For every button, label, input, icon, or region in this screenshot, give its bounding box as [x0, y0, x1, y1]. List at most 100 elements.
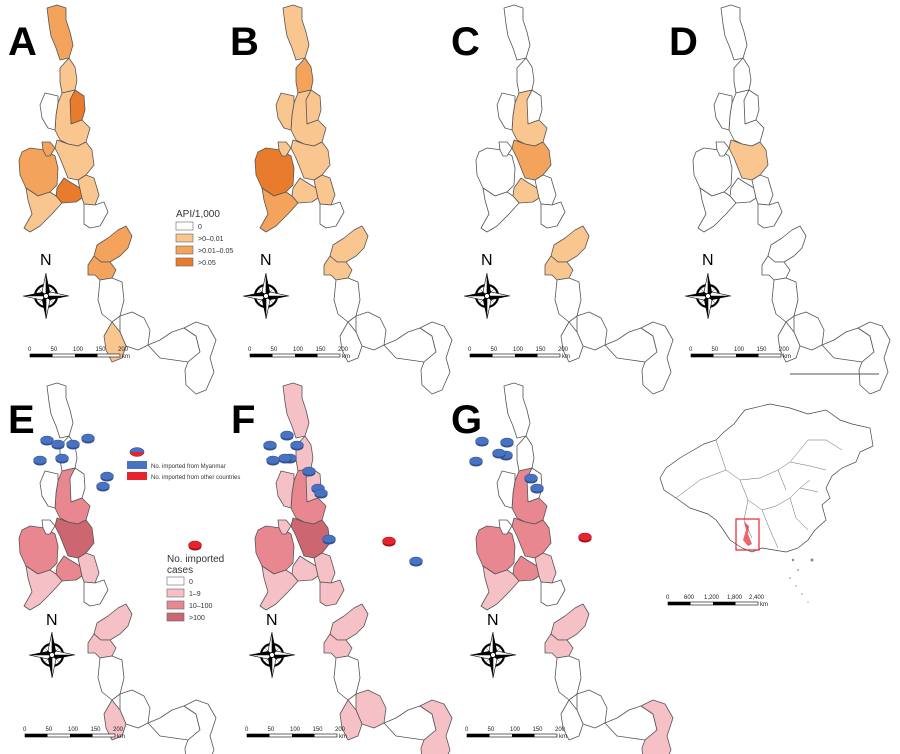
region-7 — [277, 519, 292, 535]
region-5 — [275, 92, 295, 131]
region-1 — [46, 382, 74, 439]
china-scale-unit: km — [760, 602, 768, 608]
myanmar-case-marker — [81, 433, 95, 444]
region-6 — [475, 525, 516, 575]
panel-letter-b: B — [230, 20, 259, 64]
scale-tick: 200 — [335, 727, 346, 733]
region-8 — [728, 139, 769, 181]
region-9 — [512, 555, 540, 582]
imported-legend-label-3: >100 — [189, 615, 205, 622]
myanmar-case-marker — [290, 440, 304, 451]
scale-tick: 100 — [73, 347, 84, 353]
myanmar-case-marker — [51, 439, 65, 450]
scale-tick: 50 — [712, 347, 719, 353]
panel-c-regions — [475, 4, 674, 395]
region-10 — [534, 174, 557, 206]
combined-marker-red-half — [130, 452, 144, 457]
region-13 — [550, 603, 590, 641]
china-scale-tick-1: 600 — [684, 595, 695, 601]
china-province-lines — [675, 439, 843, 549]
compass-rose-icon — [21, 271, 71, 321]
imported-legend-swatch-0 — [166, 576, 185, 586]
imported-legend: No. imported from Myanmar No. imported f… — [127, 447, 240, 622]
scale-tick: 50 — [488, 727, 495, 733]
imported-legend-label-2: 10–100 — [189, 603, 212, 610]
region-11 — [697, 187, 737, 233]
myanmar-case-marker — [409, 556, 423, 567]
myanmar-case-marker — [280, 430, 294, 441]
myanmar-case-marker — [33, 455, 47, 466]
region-9 — [55, 177, 83, 204]
china-scale-tick-2: 1,200 — [704, 595, 720, 601]
scale-tick: 200 — [113, 727, 124, 733]
scale-tick: 150 — [313, 727, 324, 733]
region-19 — [339, 321, 363, 363]
panel-a-regions — [18, 4, 217, 395]
region-6 — [18, 525, 59, 575]
china-scale-tick-3: 1,800 — [727, 595, 743, 601]
scale-tick: 0 — [468, 347, 472, 353]
region-6 — [18, 147, 59, 197]
region-12 — [757, 201, 783, 229]
scale-unit: km — [562, 354, 570, 360]
region-12 — [83, 201, 109, 229]
region-15 — [97, 277, 125, 323]
region-1 — [282, 382, 310, 439]
api-legend-label-3: >0.05 — [198, 260, 216, 267]
scale-tick: 50 — [268, 727, 275, 733]
region-18 — [419, 699, 453, 754]
panel-letter-d: D — [669, 20, 698, 64]
myanmar-case-marker — [524, 473, 538, 484]
api-legend-label-1: >0–0.01 — [198, 236, 224, 243]
region-13 — [550, 225, 590, 263]
region-6 — [254, 147, 295, 197]
region-2 — [59, 57, 78, 94]
region-2 — [295, 57, 314, 94]
scale-tick: 100 — [68, 727, 79, 733]
region-5 — [496, 92, 516, 131]
region-10 — [313, 552, 336, 584]
region-19 — [339, 699, 363, 741]
region-9 — [291, 555, 319, 582]
region-7 — [41, 519, 56, 535]
region-13 — [329, 603, 369, 641]
region-1 — [282, 4, 310, 61]
north-label: N — [46, 612, 58, 629]
region-18 — [640, 321, 674, 395]
scale-tick: 50 — [51, 347, 58, 353]
myanmar-case-marker — [492, 448, 506, 459]
compass-rose-icon — [683, 271, 733, 321]
region-11 — [259, 565, 299, 611]
scale-tick: 200 — [779, 347, 790, 353]
region-11 — [23, 565, 63, 611]
myanmar-case-marker — [66, 439, 80, 450]
region-6 — [254, 525, 295, 575]
scale-tick: 150 — [757, 347, 768, 353]
north-label: N — [481, 252, 493, 269]
region-10 — [77, 174, 100, 206]
panel-letter-f: F — [231, 398, 255, 442]
region-7 — [277, 141, 292, 157]
region-13 — [329, 225, 369, 263]
scale-tick: 100 — [513, 347, 524, 353]
region-1 — [503, 382, 531, 439]
region-9 — [729, 177, 757, 204]
scale-unit: km — [342, 354, 350, 360]
region-5 — [39, 92, 59, 131]
north-label: N — [487, 612, 499, 629]
api-legend-title: API/1,000 — [176, 209, 220, 220]
china-outline — [659, 403, 874, 553]
region-13 — [93, 225, 133, 263]
region-6 — [692, 147, 733, 197]
imported-legend-label-0: 0 — [189, 579, 193, 586]
region-8 — [54, 139, 95, 181]
region-12 — [83, 579, 109, 607]
scale-tick: 100 — [510, 727, 521, 733]
scale-unit: km — [339, 734, 347, 740]
scale-tick: 150 — [533, 727, 544, 733]
